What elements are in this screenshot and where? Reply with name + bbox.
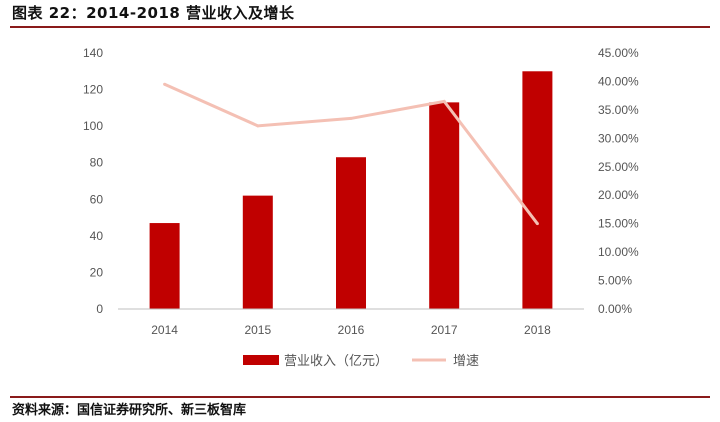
growth-point-2017 [442,99,446,103]
right-tick-label: 35.00% [598,103,639,117]
left-tick-label: 100 [83,119,103,133]
right-tick-label: 40.00% [598,74,639,88]
right-tick-label: 45.00% [598,46,639,60]
left-tick-label: 80 [90,156,104,170]
right-tick-label: 20.00% [598,188,639,202]
revenue-growth-chart: 0 20 40 60 80 100 120 140 0.00% 5.00% 10.00% 15.00… [83,46,639,369]
x-tick-label: 2016 [338,323,365,337]
left-tick-label: 20 [90,265,104,279]
legend-bar-swatch [243,355,279,365]
left-tick-label: 40 [90,229,104,243]
figure-source: 资料来源：国信证券研究所、新三板智库 [12,403,247,418]
bar-2014 [149,223,180,309]
legend: 营业收入（亿元） 增速 [243,354,479,369]
title-rule [10,26,710,28]
left-tick-label: 60 [90,192,104,206]
x-tick-label: 2018 [524,323,551,337]
legend-bar-label: 营业收入（亿元） [284,354,388,369]
right-tick-label: 5.00% [598,274,632,288]
growth-point-2016 [349,116,353,120]
left-tick-label: 140 [83,46,103,60]
growth-point-2014 [163,82,167,86]
x-tick-label: 2014 [151,323,178,337]
figure-title: 图表 22：2014-2018 营业收入及增长 [12,4,295,22]
left-tick-label: 120 [83,83,103,97]
source-rule [10,396,710,398]
right-tick-label: 25.00% [598,160,639,174]
bar-2016 [336,157,366,309]
growth-point-2018 [535,222,539,226]
x-axis-ticks: 2014 2015 2016 2017 2018 [151,323,551,337]
right-tick-label: 10.00% [598,245,639,259]
bar-2017 [429,102,460,309]
x-tick-label: 2017 [431,323,458,337]
growth-point-2015 [256,124,260,128]
right-tick-label: 15.00% [598,217,639,231]
left-axis-ticks: 0 20 40 60 80 100 120 140 [83,46,103,316]
x-tick-label: 2015 [244,323,271,337]
left-tick-label: 0 [96,302,103,316]
right-tick-label: 30.00% [598,131,639,145]
bar-2015 [242,195,273,309]
legend-line-label: 增速 [453,354,479,369]
bar-series [149,71,553,310]
bar-2018 [522,71,553,310]
right-axis-ticks: 0.00% 5.00% 10.00% 15.00% 20.00% 25.00% 30.00%… [598,46,639,316]
right-tick-label: 0.00% [598,302,632,316]
